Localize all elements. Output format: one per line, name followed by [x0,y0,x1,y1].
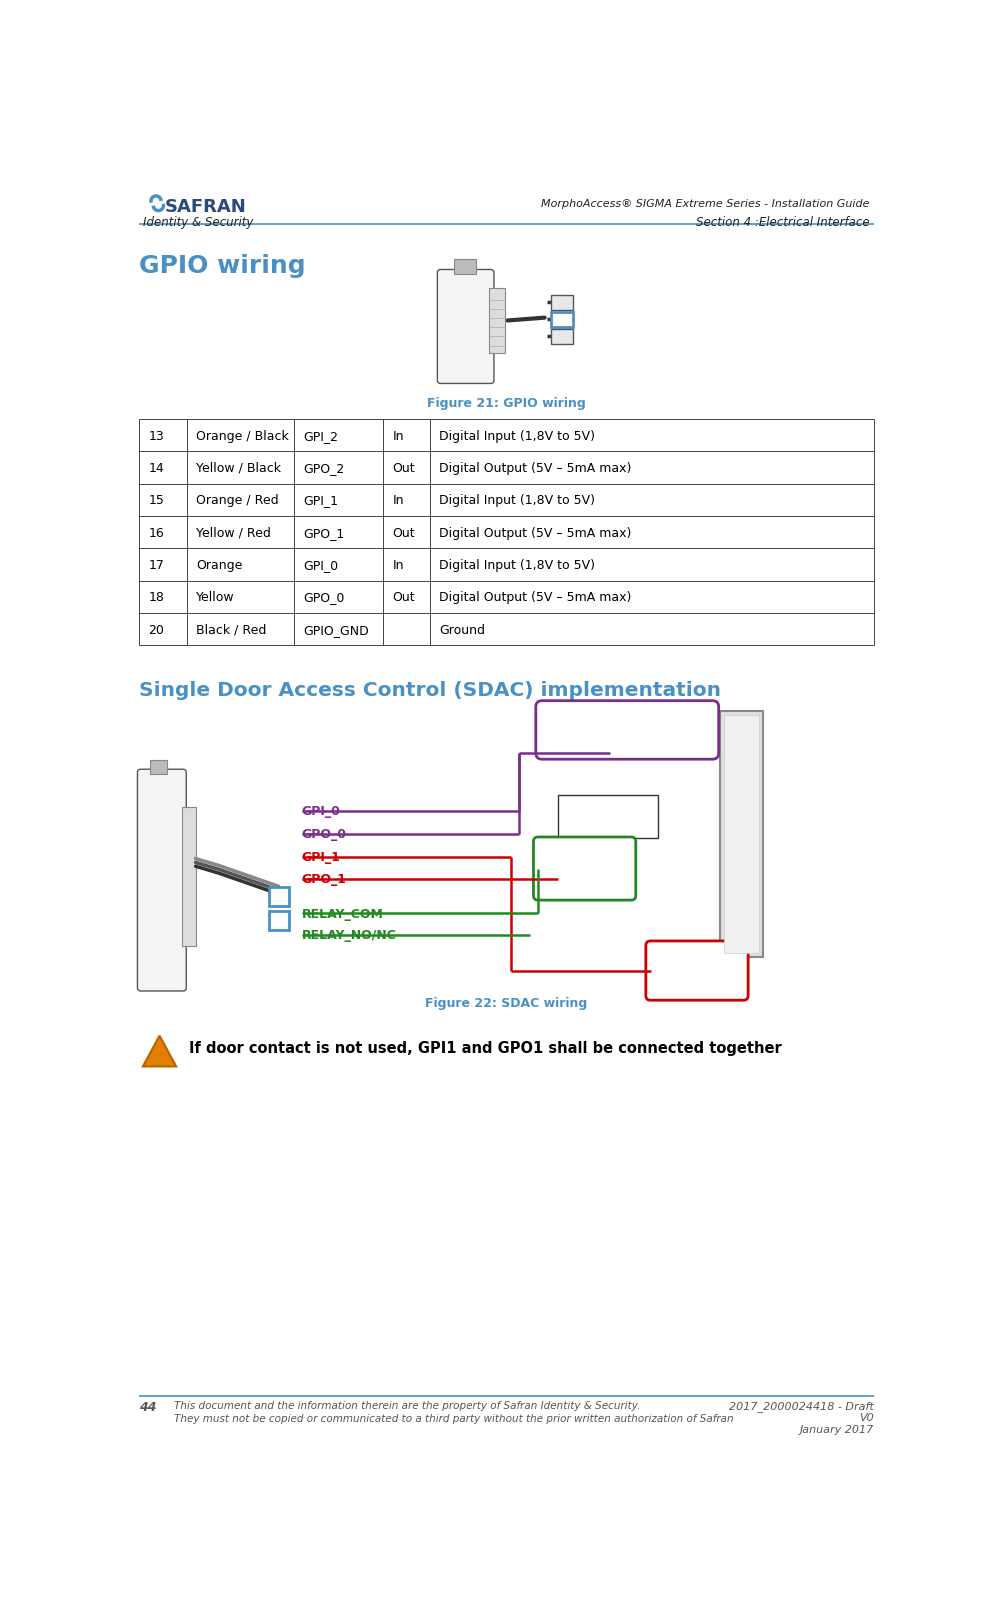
Bar [720,711,763,958]
Text: 20: 20 [148,623,164,636]
FancyBboxPatch shape [646,942,748,1000]
Text: Digital Output (5V – 5mA max): Digital Output (5V – 5mA max) [439,462,631,475]
Bar [724,716,759,953]
FancyBboxPatch shape [438,270,494,384]
Text: Single Door Access Control (SDAC) implementation: Single Door Access Control (SDAC) implem… [139,681,721,700]
Text: GPO_0: GPO_0 [301,828,347,841]
Text: Yellow / Black: Yellow / Black [197,462,282,475]
Bar [557,796,658,838]
Bar [182,807,196,945]
Text: Door
strike: Door strike [565,849,605,878]
Text: Figure 21: GPIO wiring: Figure 21: GPIO wiring [427,396,586,409]
Text: 18: 18 [148,591,164,603]
Text: RELAY_NO/NC: RELAY_NO/NC [301,929,396,942]
Text: 13: 13 [148,429,164,443]
Text: GPI_1: GPI_1 [301,851,341,863]
Text: GPIO_GND: GPIO_GND [303,623,370,636]
Text: GPI_1: GPI_1 [303,494,338,507]
Bar [454,260,476,274]
Text: Yellow: Yellow [197,591,235,603]
Text: 15: 15 [148,494,164,507]
Text: Digital Input (1,8V to 5V): Digital Input (1,8V to 5V) [439,494,595,507]
Bar [551,313,573,327]
Text: !: ! [155,1040,164,1059]
Text: GPIO wiring: GPIO wiring [139,254,305,278]
Text: Digital Input (1,8V to 5V): Digital Input (1,8V to 5V) [439,429,595,443]
Text: Yellow / Red: Yellow / Red [197,526,272,539]
Text: 2017_2000024418 - Draft
V0
January 2017: 2017_2000024418 - Draft V0 January 2017 [729,1400,873,1433]
Text: Figure 22: SDAC wiring: Figure 22: SDAC wiring [425,997,588,1010]
Text: Orange: Orange [197,559,243,571]
Bar [551,329,573,345]
Text: In: In [392,494,404,507]
Text: They must not be copied or communicated to a third party without the prior writt: They must not be copied or communicated … [174,1412,733,1424]
Text: GPO_0: GPO_0 [303,591,345,603]
FancyBboxPatch shape [535,701,718,759]
Bar [269,912,288,931]
Text: Ground: Ground [439,623,485,636]
Text: Out: Out [392,591,415,603]
Text: Out: Out [392,526,415,539]
Text: Digital Output (5V – 5mA max): Digital Output (5V – 5mA max) [439,526,631,539]
Bar [551,295,573,311]
Text: This document and the information therein are the property of Safran Identity & : This document and the information therei… [174,1400,640,1409]
Bar [269,888,288,907]
Text: Black / Red: Black / Red [197,623,267,636]
Text: 16: 16 [148,526,164,539]
Text: If door contact is not used, GPI1 and GPO1 shall be connected together: If door contact is not used, GPI1 and GP… [190,1040,782,1056]
FancyBboxPatch shape [137,770,187,992]
Text: RELAY_COM: RELAY_COM [301,907,383,920]
Text: Digital Input (1,8V to 5V): Digital Input (1,8V to 5V) [439,559,595,571]
Text: GPI_2: GPI_2 [303,429,338,443]
Text: Identity & Security: Identity & Security [143,215,253,228]
Text: Out: Out [392,462,415,475]
Text: SAFRAN: SAFRAN [165,197,246,217]
Text: GPO_1: GPO_1 [303,526,345,539]
Polygon shape [143,1035,176,1067]
Text: GPI_0: GPI_0 [303,559,339,571]
Text: GPO_1: GPO_1 [301,873,347,886]
Text: In: In [392,429,404,443]
Bar [489,289,505,355]
Text: 17: 17 [148,559,164,571]
Text: GPI_0: GPI_0 [301,804,341,819]
Text: Orange / Red: Orange / Red [197,494,279,507]
Text: Push button /
Motion sensor: Push button / Motion sensor [586,714,669,742]
Text: GPO_2: GPO_2 [303,462,345,475]
FancyBboxPatch shape [534,838,635,900]
Text: External Power
supply: External Power supply [566,802,650,823]
Text: Orange / Black: Orange / Black [197,429,289,443]
Bar [150,761,167,774]
Text: 44: 44 [139,1400,156,1412]
Text: In: In [392,559,404,571]
Text: Digital Output (5V – 5mA max): Digital Output (5V – 5mA max) [439,591,631,603]
Text: Section 4 :Electrical Interface: Section 4 :Electrical Interface [697,215,869,228]
Text: 14: 14 [148,462,164,475]
Text: Door
contact: Door contact [671,952,723,981]
Text: MorphoAccess® SIGMA Extreme Series - Installation Guide: MorphoAccess® SIGMA Extreme Series - Ins… [541,199,869,209]
